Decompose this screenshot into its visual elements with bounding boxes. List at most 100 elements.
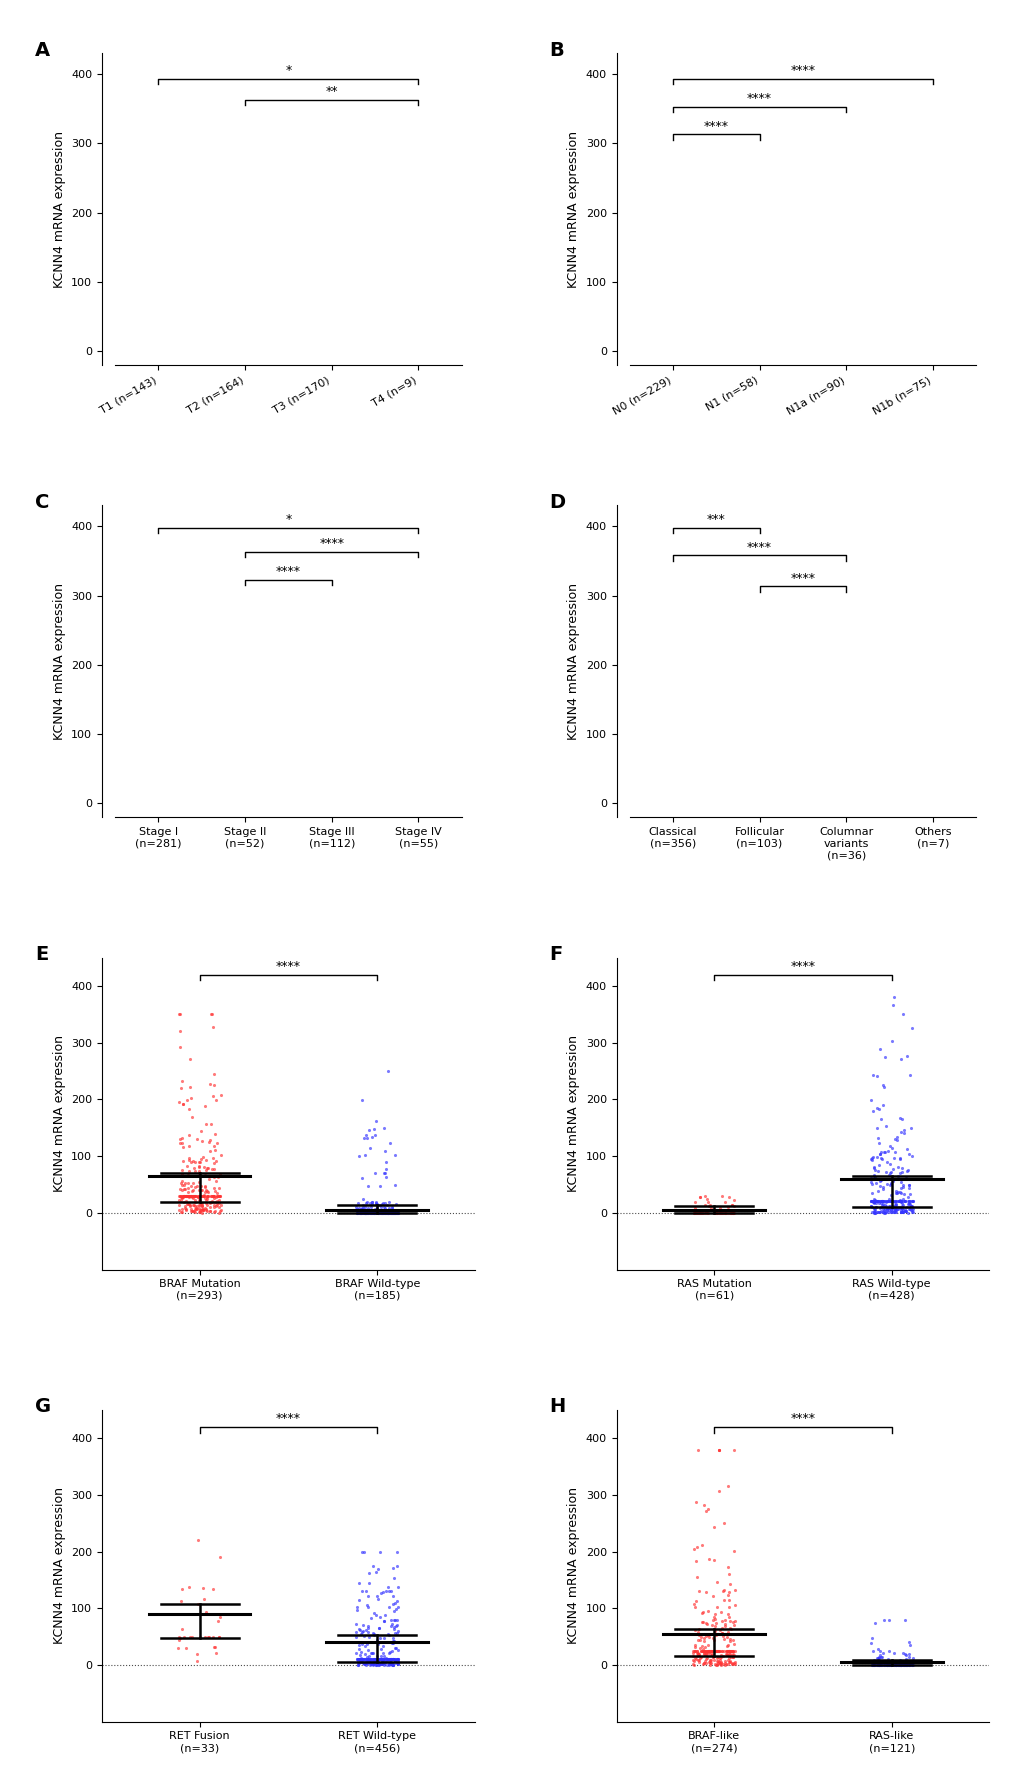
Point [204, 1578, 220, 1606]
Point [889, 1187, 905, 1216]
Point [364, 1645, 380, 1674]
Point [208, 1168, 224, 1196]
Point [202, 1186, 218, 1214]
Point [193, 1189, 209, 1218]
Point [686, 1637, 702, 1665]
Point [694, 1613, 710, 1642]
Point [209, 1184, 225, 1212]
Point [708, 1637, 725, 1665]
Point [716, 1619, 733, 1647]
Point [902, 1115, 918, 1143]
Point [357, 1645, 373, 1674]
Point [200, 1182, 216, 1211]
Point [172, 1157, 189, 1186]
Point [382, 1647, 398, 1676]
Point [720, 1610, 737, 1638]
Point [196, 1587, 212, 1615]
Point [171, 1159, 187, 1187]
Point [700, 1557, 716, 1585]
Point [867, 1175, 883, 1203]
Point [868, 1651, 884, 1679]
Point [373, 1615, 389, 1644]
Point [366, 1198, 382, 1227]
Point [190, 1159, 206, 1187]
Point [181, 1083, 198, 1111]
Point [365, 1638, 381, 1667]
Point [359, 1198, 375, 1227]
Point [901, 1191, 917, 1219]
Point [370, 1645, 386, 1674]
Point [875, 1651, 892, 1679]
Point [374, 1189, 390, 1218]
Point [210, 1195, 226, 1223]
Point [902, 1187, 918, 1216]
Point [208, 1186, 224, 1214]
Point [191, 1012, 207, 1040]
Point [713, 1637, 730, 1665]
Point [890, 1651, 906, 1679]
Point [377, 1198, 393, 1227]
Point [203, 1187, 219, 1216]
Point [364, 1198, 380, 1227]
Point [874, 1187, 891, 1216]
Point [714, 1642, 731, 1670]
Point [372, 1644, 388, 1672]
Point [384, 1580, 400, 1608]
Point [195, 1138, 211, 1166]
Point [376, 1649, 392, 1677]
Point [726, 1637, 742, 1665]
Point [202, 1544, 218, 1573]
Point [717, 1626, 734, 1654]
Point [193, 1631, 209, 1660]
Point [727, 1637, 743, 1665]
Point [892, 1198, 908, 1227]
Point [866, 1196, 882, 1225]
Point [363, 1195, 379, 1223]
Point [357, 1198, 373, 1227]
Point [896, 1640, 912, 1668]
Point [875, 1651, 892, 1679]
Point [892, 1180, 908, 1209]
Y-axis label: KCNN4 mRNA expression: KCNN4 mRNA expression [567, 131, 580, 288]
Point [718, 1587, 735, 1615]
Point [720, 1626, 737, 1654]
Point [903, 1644, 919, 1672]
Point [379, 1645, 395, 1674]
Point [388, 1196, 405, 1225]
Point [867, 1645, 883, 1674]
Point [187, 1182, 204, 1211]
Point [701, 1637, 717, 1665]
Point [904, 1196, 920, 1225]
Point [210, 1196, 226, 1225]
Point [367, 1198, 383, 1227]
Point [875, 1193, 892, 1221]
Point [357, 1651, 373, 1679]
Point [360, 1629, 376, 1658]
Point [196, 1111, 212, 1140]
Point [864, 1187, 880, 1216]
Point [183, 1196, 200, 1225]
Text: ****: **** [790, 572, 814, 584]
Point [903, 1187, 919, 1216]
Point [367, 1191, 383, 1219]
Point [178, 1195, 195, 1223]
Point [208, 1118, 224, 1147]
Point [716, 1608, 733, 1637]
Point [369, 1198, 385, 1227]
Point [212, 1145, 228, 1173]
Point [181, 1047, 198, 1076]
Point [903, 1651, 919, 1679]
Point [378, 1605, 394, 1633]
Point [175, 1622, 192, 1651]
Point [200, 1187, 216, 1216]
Point [721, 1645, 738, 1674]
Point [379, 1198, 395, 1227]
Point [347, 1198, 364, 1227]
Point [377, 1645, 393, 1674]
Point [702, 1196, 718, 1225]
Point [175, 1182, 192, 1211]
Point [895, 1157, 911, 1186]
Point [903, 1150, 919, 1179]
Point [710, 1635, 727, 1663]
Y-axis label: KCNN4 mRNA expression: KCNN4 mRNA expression [53, 131, 65, 288]
